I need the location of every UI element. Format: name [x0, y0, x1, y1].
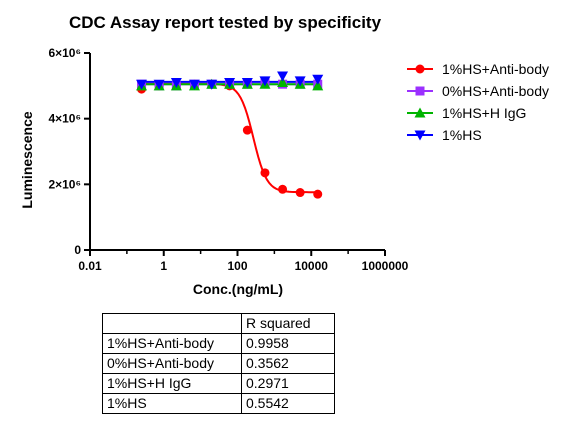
fit-curves — [141, 80, 318, 194]
table-cell-value: 0.3562 — [241, 353, 335, 374]
legend-label: 1%HS+H IgG — [442, 105, 526, 121]
table-row: 1%HS+Anti-body 0.9958 — [102, 333, 335, 354]
data-point — [312, 80, 324, 91]
table-row: 1%HS 0.5542 — [102, 393, 335, 414]
table-header-cell: R squared — [241, 313, 335, 334]
legend-marker — [414, 130, 426, 141]
data-point — [224, 78, 236, 89]
legend-label: 1%HS+Anti-body — [442, 61, 549, 77]
table-cell-label: 1%HS+Anti-body — [102, 333, 242, 354]
data-point — [206, 79, 218, 90]
table-cell-value: 0.5542 — [241, 393, 335, 414]
table-cell-value: 0.9958 — [241, 333, 335, 354]
fit-curve — [141, 82, 318, 194]
y-tick-label: 4×10⁶ — [48, 112, 81, 126]
table-cell-label: 0%HS+Anti-body — [102, 353, 242, 374]
data-point — [277, 71, 289, 82]
y-tick-label: 0 — [74, 243, 81, 257]
x-tick-label: 10000 — [295, 259, 329, 273]
table-header-row: R squared — [102, 313, 335, 334]
data-point — [136, 79, 148, 90]
table-header-cell — [102, 313, 242, 334]
table-row: 0%HS+Anti-body 0.3562 — [102, 353, 335, 374]
y-tick-label: 6×10⁶ — [48, 46, 81, 60]
data-point — [312, 74, 324, 85]
chart-area: CDC Assay report tested by specificity L… — [19, 13, 549, 297]
legend-label: 0%HS+Anti-body — [442, 83, 549, 99]
data-point — [241, 78, 253, 89]
data-point — [153, 79, 165, 90]
data-point — [259, 76, 271, 87]
x-tick-label: 100 — [227, 259, 247, 273]
data-point — [278, 184, 288, 194]
data-point — [188, 79, 200, 90]
data-point — [260, 168, 270, 178]
x-tick-label: 1000000 — [362, 259, 409, 273]
legend-marker — [415, 64, 425, 74]
legend: 1%HS+Anti-body 0%HS+Anti-body 1%HS+H IgG 1%… — [407, 61, 549, 143]
data-points — [136, 71, 324, 199]
data-point — [242, 125, 252, 135]
data-point — [170, 78, 182, 89]
r-squared-table: R squared 1%HS+Anti-body 0.9958 0%HS+Ant… — [102, 313, 335, 414]
table-row: 1%HS+H IgG 0.2971 — [102, 373, 335, 394]
axes: 0 2×10⁶ 4×10⁶ 6×10⁶ 0.01 1 100 10000 1000000 — [48, 46, 408, 273]
x-tick-label: 1 — [160, 259, 167, 273]
data-point — [313, 189, 323, 199]
y-tick-label: 2×10⁶ — [48, 177, 81, 191]
table-cell-value: 0.2971 — [241, 373, 335, 394]
data-point — [295, 188, 305, 198]
legend-marker — [414, 107, 426, 118]
table-cell-label: 1%HS+H IgG — [102, 373, 242, 394]
data-point — [294, 76, 306, 87]
x-axis-title: Conc.(ng/mL) — [193, 281, 283, 297]
legend-marker — [415, 86, 425, 96]
table-cell-label: 1%HS — [102, 393, 242, 414]
data-point — [277, 77, 289, 88]
legend-label: 1%HS — [442, 127, 482, 143]
chart-title: CDC Assay report tested by specificity — [69, 13, 382, 32]
x-tick-label: 0.01 — [78, 259, 102, 273]
y-axis-title: Luminescence — [19, 111, 35, 208]
